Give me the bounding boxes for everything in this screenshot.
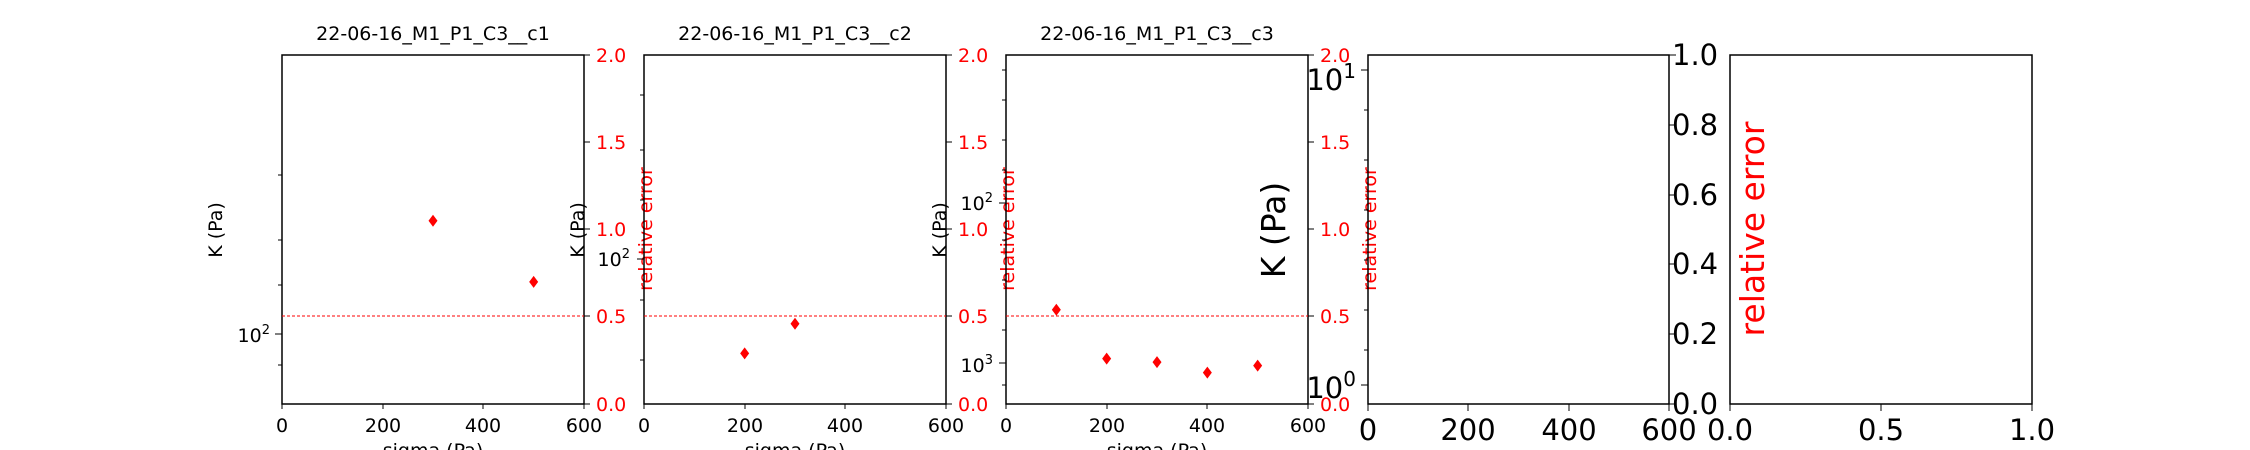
right-tick-label: 2.0 <box>596 45 626 67</box>
panel-3-title: 22-06-16_M1_P1_C3__c3 <box>1040 23 1274 45</box>
panel-3-markers <box>1051 303 1263 379</box>
panel-2-title: 22-06-16_M1_P1_C3__c2 <box>678 23 912 45</box>
panel-3-right-ticks: 0.0 0.5 1.0 1.5 2.0 <box>1308 45 1350 416</box>
right-tick-label: 2.0 <box>958 45 988 67</box>
x-tick-label: 600 <box>928 415 964 437</box>
y-tick-label: 102 <box>961 191 993 215</box>
right-tick-label: 0.0 <box>596 394 626 416</box>
data-point-marker <box>1051 303 1061 316</box>
panel-4-plot-frame <box>1367 54 1670 405</box>
x-tick-label: 0.5 <box>1858 413 1904 447</box>
x-tick-label: 400 <box>1541 413 1596 447</box>
x-tick-label: 200 <box>1089 415 1125 437</box>
panel-1-x-label: sigma (Pa) <box>383 440 484 450</box>
panel-3: 22-06-16_M1_P1_C3__c3 0 200 400 600 sigm… <box>929 23 1381 450</box>
x-tick-label: 0 <box>1359 413 1377 447</box>
x-tick-label: 600 <box>566 415 602 437</box>
right-tick-label: 0.4 <box>1672 247 1718 281</box>
right-tick-label: 1.0 <box>1320 219 1350 241</box>
y-tick-exponent: 2 <box>262 323 270 338</box>
panel-2-markers <box>740 317 800 360</box>
right-tick-label: 0.8 <box>1672 108 1718 142</box>
panel-4: 0 200 400 600 101 100 K (Pa) 0.0 0.2 <box>1254 38 1772 447</box>
panel-2: 22-06-16_M1_P1_C3__c2 0 200 400 600 sigm… <box>567 23 1019 450</box>
panel-3-right-label: relative error <box>1359 167 1381 291</box>
x-tick-label: 0 <box>276 415 288 437</box>
data-point-marker <box>529 275 539 288</box>
right-tick-label: 0.0 <box>958 394 988 416</box>
right-tick-label: 1.5 <box>958 132 988 154</box>
y-tick-exponent: 0 <box>1343 367 1356 391</box>
x-tick-label: 600 <box>1290 415 1326 437</box>
panel-4-y-label: K (Pa) <box>1254 182 1293 279</box>
data-point-marker <box>1152 356 1162 369</box>
x-tick-label: 400 <box>465 415 501 437</box>
y-tick-exponent: 2 <box>985 191 993 206</box>
x-tick-label: 1.0 <box>2009 413 2055 447</box>
x-tick-label: 400 <box>827 415 863 437</box>
right-tick-label: 2.0 <box>1320 45 1350 67</box>
x-tick-label: 400 <box>1189 415 1225 437</box>
x-tick-label: 0 <box>638 415 650 437</box>
panel-1-y-label: K (Pa) <box>205 202 227 258</box>
right-tick-label: 1.5 <box>1320 132 1350 154</box>
data-point-marker <box>790 317 800 330</box>
right-tick-label: 0.6 <box>1672 178 1718 212</box>
panel-4-right-label: relative error <box>1733 121 1772 336</box>
right-tick-label: 0.0 <box>1320 394 1350 416</box>
panel-2-x-ticks: 0 200 400 600 <box>638 404 964 437</box>
x-tick-label: 200 <box>365 415 401 437</box>
right-tick-label: 0.5 <box>958 306 988 328</box>
x-tick-label: 200 <box>727 415 763 437</box>
data-point-marker <box>428 214 438 227</box>
panel-5: 0.0 0.5 1.0 <box>1707 54 2055 447</box>
panel-2-x-label: sigma (Pa) <box>745 440 846 450</box>
x-tick-label: 0.0 <box>1707 413 1753 447</box>
x-tick-label: 200 <box>1440 413 1495 447</box>
right-tick-label: 1.5 <box>596 132 626 154</box>
y-tick-exponent: 3 <box>985 353 993 368</box>
y-tick-label: 100 <box>1306 367 1356 405</box>
panel-2-y-label: K (Pa) <box>567 202 589 258</box>
data-point-marker <box>1202 366 1212 379</box>
panel-1-title: 22-06-16_M1_P1_C3__c1 <box>316 23 550 45</box>
panel-2-right-label: relative error <box>997 167 1019 291</box>
y-tick-label: 101 <box>1306 59 1356 97</box>
data-point-marker <box>1102 352 1112 365</box>
panel-3-x-ticks: 0 200 400 600 <box>1000 404 1326 437</box>
panel-1-right-ticks: 0.0 0.5 1.0 1.5 2.0 <box>584 45 626 416</box>
right-tick-label: 1.0 <box>596 219 626 241</box>
data-point-marker <box>1253 359 1263 372</box>
panel-3-y-label: K (Pa) <box>929 202 951 258</box>
right-tick-label: 0.0 <box>1672 387 1718 421</box>
right-tick-label: 1.0 <box>1672 38 1718 72</box>
panel-4-left-ticks: 101 100 <box>1306 59 1368 405</box>
panel-5-x-ticks: 0.0 0.5 1.0 <box>1707 404 2055 447</box>
data-point-marker <box>740 347 750 360</box>
right-tick-label: 0.5 <box>596 306 626 328</box>
right-tick-label: 0.5 <box>1320 306 1350 328</box>
right-tick-label: 0.2 <box>1672 317 1718 351</box>
panel-2-right-ticks: 0.0 0.5 1.0 1.5 2.0 <box>946 45 988 416</box>
right-tick-label: 1.0 <box>958 219 988 241</box>
x-tick-label: 600 <box>1641 413 1696 447</box>
panel-3-x-label: sigma (Pa) <box>1107 440 1208 450</box>
panel-4-right-ticks: 0.0 0.2 0.4 0.6 0.8 1.0 <box>1669 38 1718 421</box>
x-tick-label: 0 <box>1000 415 1012 437</box>
y-tick-exponent: 2 <box>622 247 630 262</box>
panel-1-right-label: relative error <box>635 167 657 291</box>
panel-4-x-ticks: 0 200 400 600 <box>1359 404 1697 447</box>
panel-1-x-ticks: 0 200 400 600 <box>276 404 602 437</box>
y-tick-exponent: 1 <box>1343 59 1356 83</box>
panel-1-markers <box>428 214 539 288</box>
